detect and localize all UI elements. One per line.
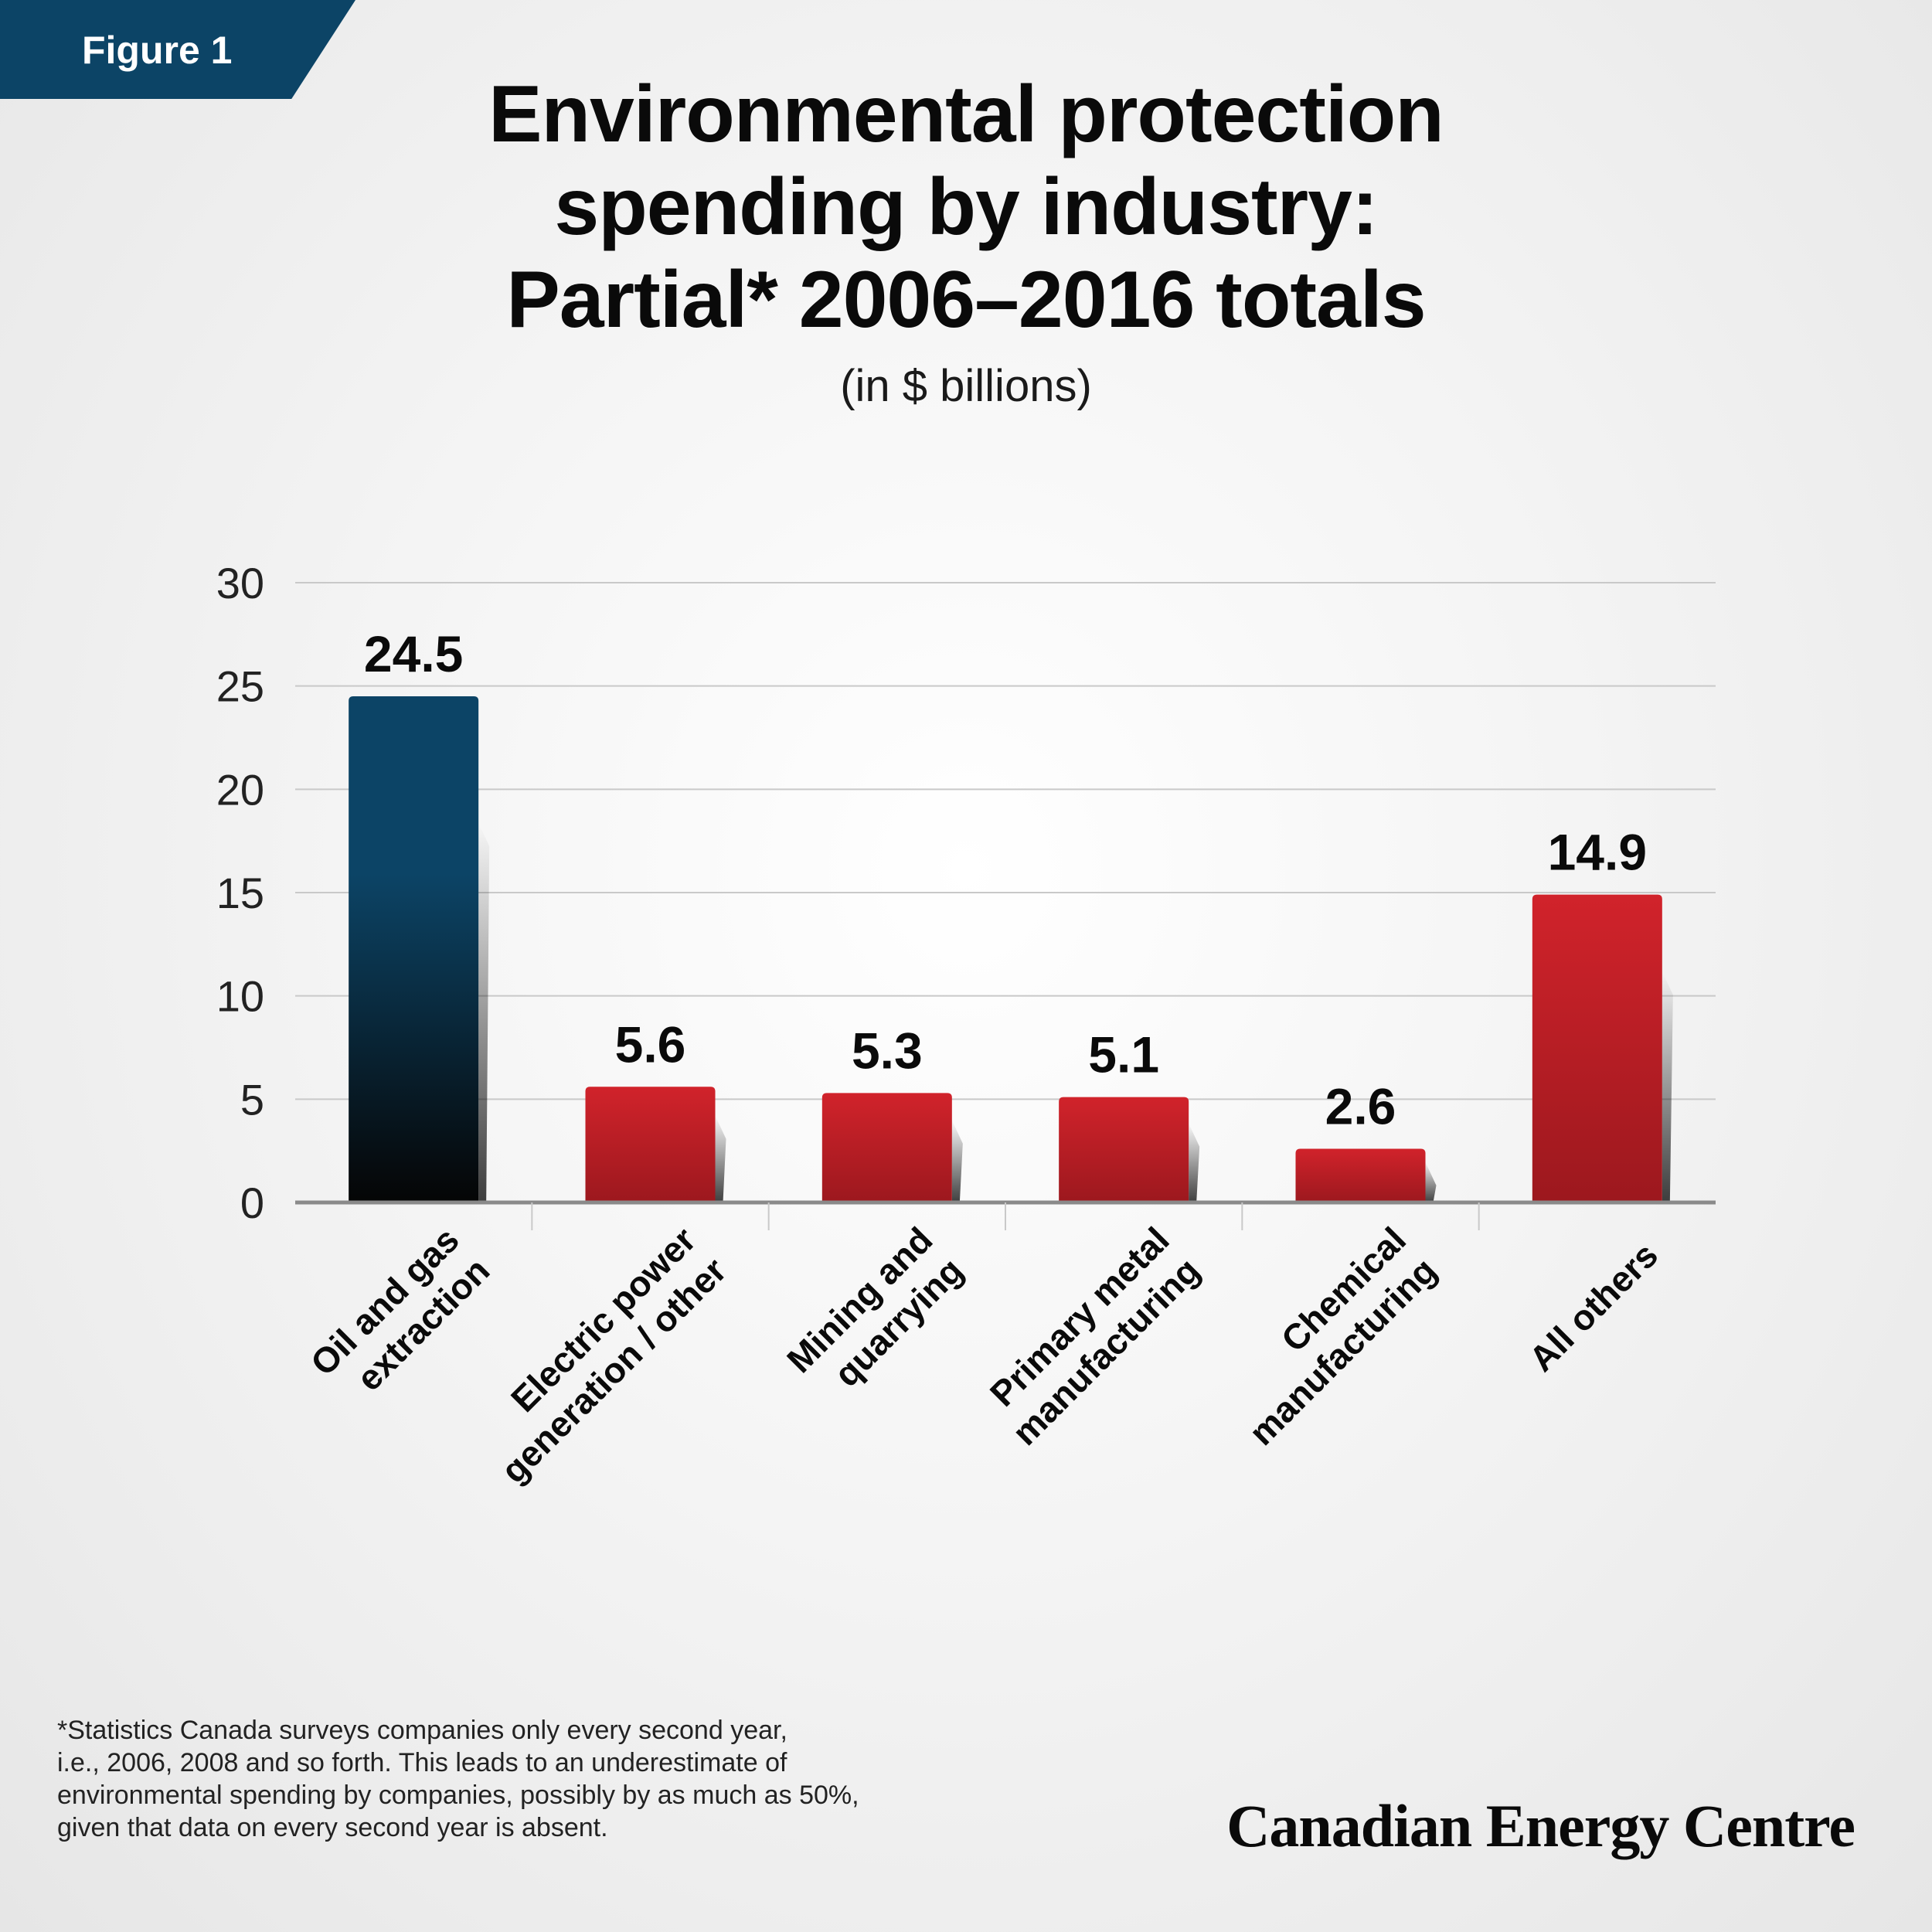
footnote: *Statistics Canada surveys companies onl… [57,1714,1000,1844]
title-line-2: spending by industry: [554,162,1378,252]
y-tick-label: 20 [216,765,264,814]
figure-label-tab: Figure 1 [0,0,355,99]
x-tick-label: Primary metalmanufacturing [974,1219,1207,1453]
bar [821,1093,952,1202]
bar [349,696,479,1202]
x-tick-label: Mining andquarrying [779,1219,971,1411]
x-tick-label: All others [1521,1235,1665,1379]
title-line-1: Environmental protection [488,70,1444,159]
x-tick-label: Electric powergeneration / other [463,1219,734,1491]
bar-shadow [1189,1123,1200,1202]
data-label: 5.1 [1088,1026,1159,1083]
data-label: 14.9 [1548,824,1647,881]
x-tick-label-line: All others [1521,1235,1665,1379]
x-tick-label: Chemicalmanufacturing [1210,1219,1444,1453]
title-line-3: Partial* 2006–2016 totals [506,255,1426,345]
footnote-line-2: i.e., 2006, 2008 and so forth. This lead… [57,1748,787,1777]
data-label: 5.3 [852,1022,923,1079]
data-label: 2.6 [1325,1077,1396,1134]
footnote-line-1: *Statistics Canada surveys companies onl… [57,1716,787,1745]
bar [1532,894,1662,1202]
bar-shadow [715,1115,726,1202]
chart-title: Environmental protection spending by ind… [193,68,1739,346]
footnote-line-4: given that data on every second year is … [57,1813,608,1842]
y-tick-label: 0 [240,1179,264,1227]
bar-shadow [1425,1162,1437,1202]
bar-shadow [1662,971,1673,1202]
y-tick-label: 25 [216,662,264,711]
x-tick-label: Oil and gasextraction [303,1219,498,1414]
y-tick-label: 30 [216,559,264,607]
bar-shadow [951,1120,963,1202]
y-tick-label: 10 [216,972,264,1021]
bar [1295,1148,1426,1202]
bar-chart: 0 5 10 15 20 25 30 24.5 5.6 5.3 5.1 2.6 14.9 Oil and … [216,559,1716,1491]
data-label: 24.5 [364,625,463,682]
chart-subtitle: (in $ billions) [840,361,1092,411]
footnote-line-3: environmental spending by companies, pos… [57,1781,859,1810]
figure-label: Figure 1 [82,29,233,72]
data-label: 5.6 [615,1015,686,1073]
bar [1059,1097,1189,1202]
bar [585,1087,716,1202]
y-tick-label: 5 [240,1075,264,1124]
bar-shadow [478,822,490,1202]
brand-logo: Canadian Energy Centre [1226,1792,1855,1859]
y-tick-label: 15 [216,869,264,917]
